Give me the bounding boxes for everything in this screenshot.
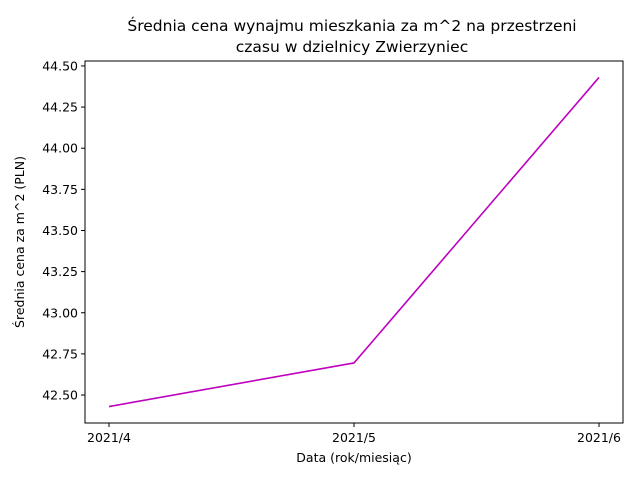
y-tick-label: 42.50: [42, 388, 78, 403]
plot-area: [108, 76, 600, 408]
y-tick-label: 44.00: [42, 141, 78, 156]
y-tick-label: 43.50: [42, 223, 78, 238]
x-tick-label: 2021/4: [87, 430, 131, 445]
chart-title-line-2: czasu w dzielnicy Zwierzyniec: [236, 38, 468, 56]
y-tick-label: 43.75: [42, 182, 78, 197]
chart-title-line-1: Średnia cena wynajmu mieszkania za m^2 n…: [127, 16, 576, 35]
y-tick-label: 43.00: [42, 305, 78, 320]
y-axis-label: Średnia cena za m^2 (PLN): [12, 156, 27, 328]
y-tick-label: 44.25: [42, 100, 78, 115]
x-axis-label: Data (rok/miesiąc): [296, 450, 411, 465]
y-tick-label: 43.25: [42, 264, 78, 279]
y-tick-label: 42.75: [42, 346, 78, 361]
x-tick-label: 2021/5: [332, 430, 376, 445]
y-tick-label: 44.50: [42, 58, 78, 73]
x-tick-label: 2021/6: [577, 430, 621, 445]
plot-frame: [84, 60, 624, 424]
series-line-0: [108, 76, 600, 408]
